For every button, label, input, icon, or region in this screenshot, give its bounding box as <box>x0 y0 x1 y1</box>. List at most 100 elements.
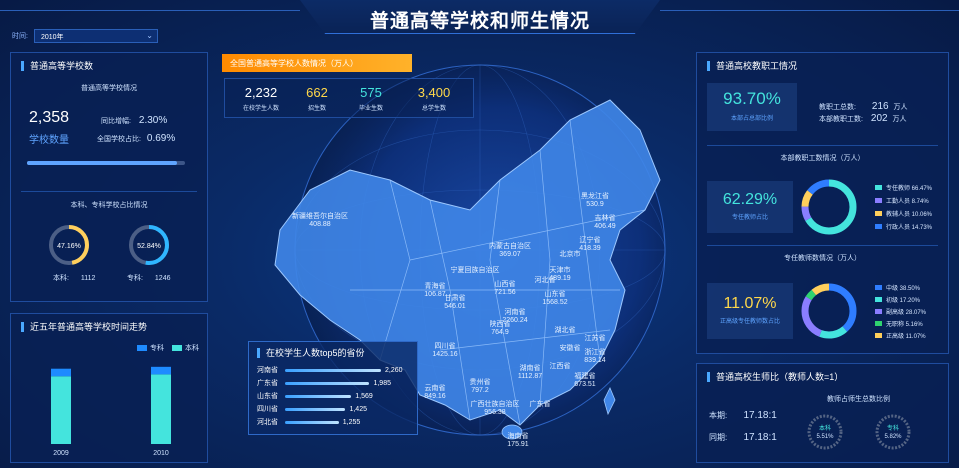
college-count-value: 1246 <box>154 275 171 282</box>
college-count-label: 专科: <box>127 275 143 282</box>
teacher-subtitle: 专任教师数情况（万人） <box>784 255 861 262</box>
legend-label: 中级 38.50% <box>886 286 921 292</box>
legend-item: 行政人员 14.73% <box>875 222 932 231</box>
map-province-value: 1568.52 <box>542 299 567 306</box>
school-progress-fill <box>27 161 178 165</box>
year-select[interactable]: 2010年 ⌄ <box>33 29 158 43</box>
staff-title: 普通高校教职工情况 <box>716 61 798 71</box>
ratio-subtitle: 本科、专科学校占比情况 <box>70 202 148 209</box>
legend-item: 工勤人员 8.74% <box>875 196 929 205</box>
legend-swatch <box>875 333 882 338</box>
college-ring-text: 52.84% <box>137 243 161 250</box>
panel-title: 在校学生人数top5的省份 <box>257 346 365 359</box>
top5-bar <box>285 381 370 385</box>
gauge-value: 5.82% <box>884 434 902 440</box>
staff-total-value: 216 <box>871 101 889 112</box>
trend-bar-bachelor <box>51 376 71 444</box>
top5-row: 河北省 1,255 <box>257 417 360 427</box>
map-province-label: 浙江省 <box>585 347 606 356</box>
map-province-label: 福建省 <box>575 371 596 380</box>
map-province-label: 天津市 <box>550 265 571 274</box>
dept-subtitle: 本部教职工数情况（万人） <box>780 155 865 162</box>
top5-province-name: 河北省 <box>257 419 278 426</box>
staff-main-box: 93.70% 本部占总部比例 <box>707 83 797 131</box>
map-province-value: 956.38 <box>484 409 506 416</box>
ratio-title: 普通高校生师比（教师人数=1） <box>716 372 844 382</box>
top5-row: 山东省 1,569 <box>257 391 373 401</box>
staff-dept-value: 202 <box>870 113 888 124</box>
teacher-donut-chart <box>801 283 857 339</box>
current-ratio-label: 本期: <box>709 411 728 420</box>
panel-title: 普通高校生师比（教师人数=1） <box>707 370 843 383</box>
staff-dept-label: 本部教职工数: <box>819 116 863 123</box>
map-province-label: 安徽省 <box>560 343 581 352</box>
taiwan-island <box>603 387 616 416</box>
stat-label: 在校学生人数 <box>242 106 279 112</box>
map-province-value: 849.16 <box>424 393 446 400</box>
time-filter-label: 时间: <box>12 33 28 40</box>
legend-swatch <box>172 345 182 351</box>
map-province-label: 北京市 <box>560 249 581 258</box>
trend-chart: 2009 2010 <box>51 366 171 457</box>
top5-value: 1,985 <box>373 379 391 387</box>
staff-total-row: 教职工总数: 216 万人 <box>819 101 908 112</box>
map-province-value: 175.91 <box>507 441 529 448</box>
yoy-value: 2.30% <box>138 115 168 126</box>
ratio-subtitle: 教师占师生总数比例 <box>827 396 890 403</box>
legend-item: 中级 38.50% <box>875 283 920 292</box>
stat-total: 3,400 总学生数 <box>407 85 461 112</box>
school-count-subtitle: 普通高等学校情况 <box>81 85 137 92</box>
map-province-value: 369.07 <box>499 251 521 258</box>
bachelor-ring-text: 47.16% <box>57 243 81 250</box>
trend-legend: 专科 本科 <box>137 343 199 353</box>
national-stats: 2,232 在校学生人数 662 招生数 575 毕业生数 3,400 总学生数 <box>224 78 474 118</box>
map-province-label: 海南省 <box>508 431 529 440</box>
top5-bar <box>285 368 381 372</box>
map-province-value: 106.87 <box>424 291 446 298</box>
legend-swatch <box>875 224 882 229</box>
stat-value: 662 <box>306 85 328 100</box>
legend-label: 工勤人员 8.74% <box>886 199 929 205</box>
legend-item-bachelor: 本科 <box>172 343 199 353</box>
stat-label: 总学生数 <box>421 106 446 112</box>
hainan-island <box>501 424 523 440</box>
donut-segment <box>801 179 857 235</box>
page-title: 普通高等学校和师生情况 <box>369 11 590 32</box>
title-marker <box>21 60 24 71</box>
bachelor-ring-arc <box>49 225 89 265</box>
map-province-value: 489.19 <box>549 275 571 282</box>
map-province-label: 四川省 <box>435 341 456 350</box>
map-province-value: 546.01 <box>444 303 466 310</box>
donut-segment <box>801 283 857 339</box>
title-marker <box>257 347 260 358</box>
legend-item: 初级 17.20% <box>875 295 920 304</box>
chevron-down-icon: ⌄ <box>146 31 153 40</box>
gauge-value: 5.51% <box>816 434 834 440</box>
college-ring: 52.84% <box>129 225 169 265</box>
map-province-value: 764.9 <box>491 329 509 336</box>
panel-title: 普通高校教职工情况 <box>707 59 797 72</box>
legend-swatch <box>875 321 882 326</box>
top5-province-name: 四川省 <box>257 406 278 413</box>
bachelor-count-label: 本科: <box>53 275 69 282</box>
top5-value: 1,255 <box>342 418 361 426</box>
share-value: 0.69% <box>146 133 176 144</box>
bachelor-ring: 47.16% <box>49 225 89 265</box>
staff-total-unit: 万人 <box>893 104 908 111</box>
legend-swatch <box>875 211 882 216</box>
legend-label: 专任教师 66.47% <box>886 186 933 192</box>
panel-divider <box>707 245 938 246</box>
panel-divider <box>21 191 197 192</box>
college-ring-arc <box>129 225 169 265</box>
share-row: 全国学校占比: 0.69% <box>97 133 175 144</box>
legend-swatch <box>875 198 882 203</box>
map-province-label: 云南省 <box>425 383 446 392</box>
gauge-label: 专科 <box>887 424 899 432</box>
top5-row: 广东省 1,985 <box>257 378 391 388</box>
map-province-label: 辽宁省 <box>580 235 601 244</box>
student-teacher-ratio-panel: 普通高校生师比（教师人数=1） 教师占师生总数比例 本期: 17.18:1 同期… <box>696 363 949 463</box>
legend-item: 无职称 5.16% <box>875 319 923 328</box>
donut-segment <box>801 283 857 339</box>
map-province-value: 530.9 <box>586 201 604 208</box>
